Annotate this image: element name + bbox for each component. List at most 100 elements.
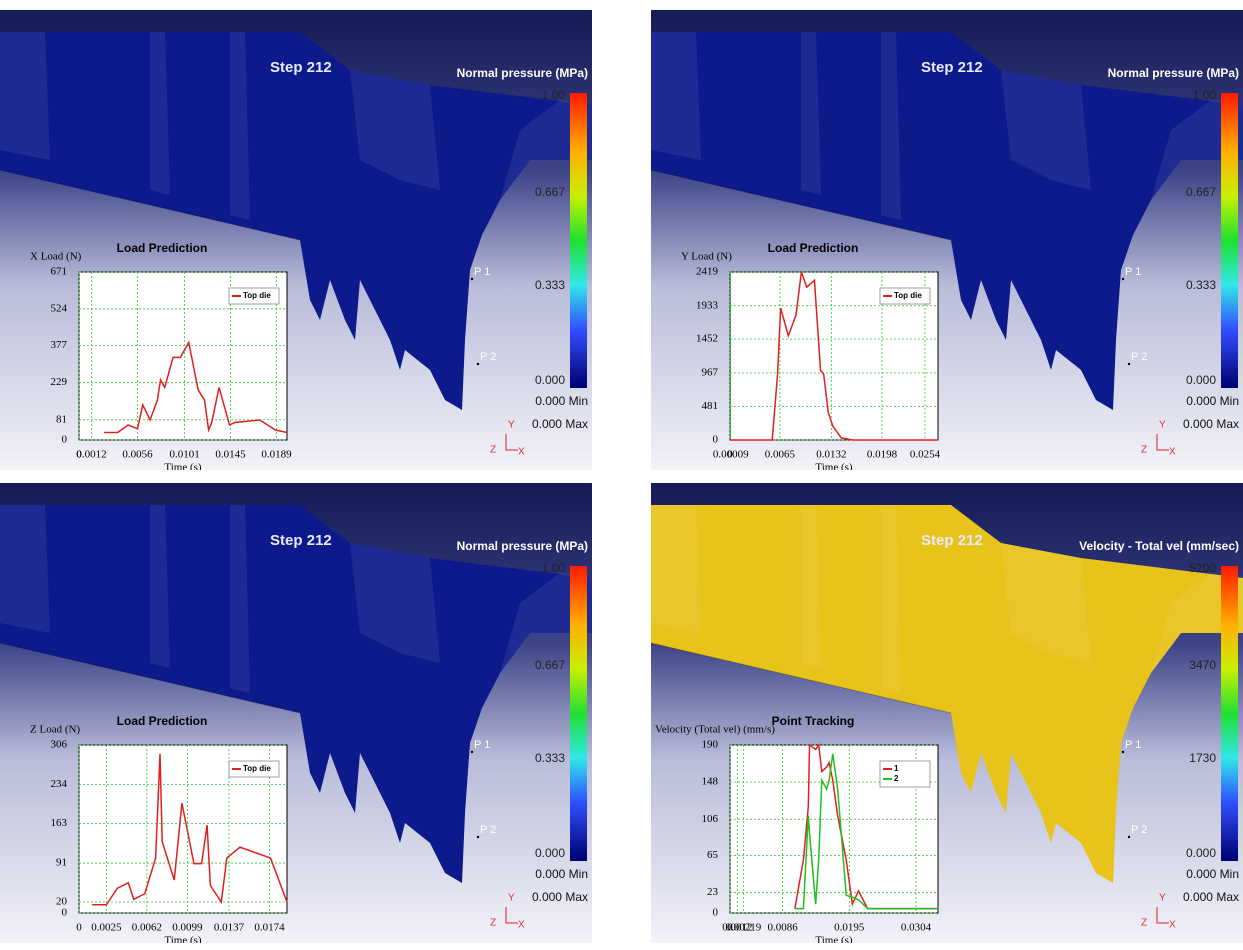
x-axis-label: Time (s)	[164, 462, 202, 470]
x-tick-label: 0.0174	[254, 922, 285, 934]
step-label: Step 212	[921, 59, 983, 76]
x-tick-label: 0.0254	[910, 449, 941, 461]
colorbar-title: Normal pressure (MPa)	[1108, 66, 1239, 80]
colorbar-label: 0.000	[535, 846, 565, 860]
chart-title: Point Tracking	[772, 714, 855, 728]
legend-label: 2	[894, 774, 899, 783]
colorbar-title: Normal pressure (MPa)	[457, 539, 588, 553]
workpiece-face	[651, 505, 701, 633]
point-label: P 1	[474, 739, 490, 751]
max-label: 0.000 Max	[1183, 417, 1239, 431]
y-tick-label: 148	[702, 776, 719, 788]
axis-triad-label: X	[1169, 447, 1176, 458]
x-tick-label: 0.0099	[172, 922, 203, 934]
colorbar-label: 1.00	[542, 561, 566, 575]
min-label: 0.000 Min	[535, 394, 588, 408]
colorbar-label: 0.333	[535, 278, 565, 292]
axis-triad-label: Z	[1141, 918, 1147, 929]
axis-triad-label: X	[518, 920, 525, 931]
colorbar-label: 0.667	[535, 185, 565, 199]
colorbar	[1221, 93, 1238, 388]
panel-view: Step 212 Normal pressure (MPa) 1.00 0.667 0.…	[0, 10, 592, 470]
colorbar	[570, 93, 587, 388]
y-tick-label: 91	[56, 857, 67, 869]
axis-triad-label: X	[518, 447, 525, 458]
panel-view: Step 212 Normal pressure (MPa) 1.00 0.667 0.…	[0, 483, 592, 943]
colorbar-label: 5200	[1189, 561, 1216, 575]
chart-title: Load Prediction	[768, 241, 859, 255]
y-tick-label: 2419	[696, 266, 719, 278]
y-tick-label: 524	[51, 302, 68, 314]
x-tick-label: 0.0198	[867, 449, 898, 461]
y-tick-label: 0	[62, 907, 68, 919]
colorbar-label: 3470	[1189, 658, 1216, 672]
point-marker	[477, 363, 479, 365]
max-label: 0.000 Max	[532, 417, 588, 431]
y-tick-label: 163	[51, 817, 68, 829]
x-tick-label: 0.0132	[816, 449, 846, 461]
y-tick-label: 106	[702, 813, 719, 825]
step-label: Step 212	[270, 532, 332, 549]
axis-triad-label: Z	[490, 918, 496, 929]
min-label: 0.000 Min	[535, 867, 588, 881]
axis-triad-label: Y	[508, 420, 515, 431]
min-label: 0.000 Min	[1186, 394, 1239, 408]
axis-triad-label: Z	[490, 445, 496, 456]
y-axis-label: Z Load (N)	[30, 724, 80, 736]
x-axis-label: Time (s)	[815, 462, 853, 470]
point-marker	[1128, 836, 1130, 838]
step-label: Step 212	[921, 532, 983, 549]
colorbar-label: 0.000	[1186, 846, 1216, 860]
chart-title: Load Prediction	[117, 714, 208, 728]
y-tick-label: 671	[51, 266, 68, 278]
panel: Step 212Velocity - Total vel (mm/sec)520…	[651, 483, 1243, 943]
x-tick-label: 0.0086	[767, 922, 798, 934]
x-tick-label: 0.00219	[726, 922, 762, 934]
y-tick-label: 0	[713, 434, 719, 446]
point-marker	[1122, 278, 1124, 280]
step-label: Step 212	[270, 59, 332, 76]
point-label: P 2	[480, 351, 496, 363]
workpiece-face	[0, 505, 50, 633]
legend-label: Top die	[243, 291, 271, 300]
colorbar-label: 0.333	[1186, 278, 1216, 292]
x-tick-label: 0.0304	[901, 922, 932, 934]
colorbar-title: Normal pressure (MPa)	[457, 66, 588, 80]
x-tick-label: 0.0101	[169, 449, 199, 461]
point-label: P 1	[1125, 739, 1141, 751]
colorbar-label: 1.00	[1193, 88, 1217, 102]
legend-label: Top die	[894, 291, 922, 300]
y-tick-label: 377	[51, 339, 68, 351]
colorbar-label: 0.000	[1186, 373, 1216, 387]
point-marker	[471, 278, 473, 280]
panel: Step 212 Normal pressure (MPa) 1.00 0.667 0.…	[0, 483, 592, 943]
point-label: P 1	[1125, 266, 1141, 278]
colorbar-label: 0.667	[1186, 185, 1216, 199]
x-tick-label: 0.0012	[76, 449, 106, 461]
y-tick-label: 229	[51, 376, 68, 388]
y-tick-label: 1452	[696, 333, 718, 345]
y-axis-label: X Load (N)	[30, 251, 82, 263]
colorbar	[1221, 566, 1238, 861]
legend-label: 1	[894, 764, 899, 773]
x-tick-label: 0	[76, 922, 82, 934]
point-label: P 2	[1131, 824, 1147, 836]
y-tick-label: 190	[702, 739, 719, 751]
y-tick-label: 306	[51, 739, 68, 751]
colorbar-label: 0.667	[535, 658, 565, 672]
colorbar-label: 1.00	[542, 88, 566, 102]
y-tick-label: 0	[713, 907, 719, 919]
x-tick-label: 0.0056	[122, 449, 153, 461]
min-label: 0.000 Min	[1186, 867, 1239, 881]
y-tick-label: 234	[51, 778, 68, 790]
axis-triad-label: X	[1169, 920, 1176, 931]
y-tick-label: 81	[56, 413, 67, 425]
point-marker	[471, 751, 473, 753]
y-axis-label: Velocity (Total vel) (mm/s)	[655, 724, 775, 736]
chart-title: Load Prediction	[117, 241, 208, 255]
point-marker	[1122, 751, 1124, 753]
x-axis-label: Time (s)	[815, 935, 853, 943]
y-tick-label: 1933	[696, 299, 719, 311]
y-tick-label: 481	[702, 400, 719, 412]
